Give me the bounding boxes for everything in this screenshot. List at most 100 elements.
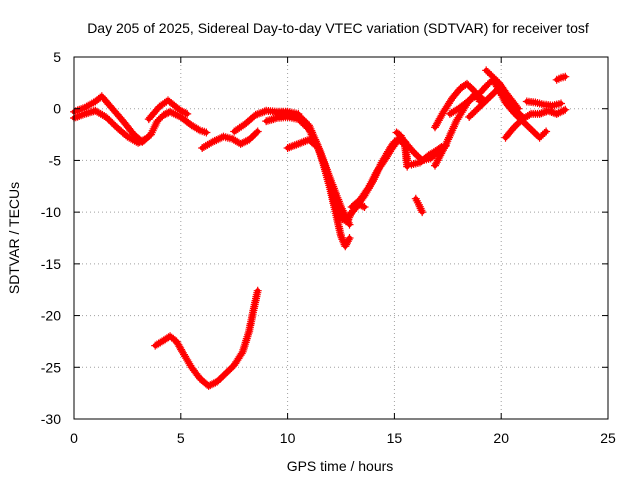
data-point (140, 135, 149, 144)
data-point (416, 204, 425, 213)
data-point (216, 134, 224, 143)
data-point (87, 99, 96, 108)
data-point (334, 195, 343, 204)
data-point (435, 114, 444, 123)
data-point (183, 109, 192, 118)
data-point (323, 167, 332, 176)
series-track-3 (198, 127, 262, 152)
data-point (434, 116, 443, 125)
series-track-5 (272, 108, 354, 251)
data-point (327, 176, 335, 185)
data-point (442, 139, 451, 148)
data-point (344, 218, 353, 227)
data-point (166, 107, 175, 116)
data-point (71, 113, 80, 122)
data-point (344, 235, 353, 244)
data-point (171, 110, 180, 119)
data-point (297, 138, 306, 147)
data-point (514, 104, 523, 113)
data-point (307, 130, 316, 139)
data-point (210, 136, 219, 145)
data-point (308, 132, 317, 141)
data-point (208, 137, 217, 146)
data-point (365, 181, 374, 190)
data-point (443, 137, 452, 146)
data-point (525, 110, 534, 119)
data-point (253, 127, 262, 136)
data-point (322, 165, 331, 174)
x-tick-label: 10 (280, 430, 296, 446)
data-point (311, 137, 320, 146)
data-point (252, 128, 261, 137)
data-point (439, 146, 447, 155)
data-point (294, 139, 303, 148)
data-point (367, 177, 376, 186)
data-point (207, 138, 216, 147)
x-tick-label: 20 (493, 430, 509, 446)
x-tick-label: 0 (70, 430, 78, 446)
data-point (324, 169, 333, 178)
data-point (287, 142, 296, 151)
data-point (557, 107, 566, 116)
x-axis-label: GPS time / hours (287, 458, 394, 474)
data-point (448, 126, 457, 135)
data-point (366, 179, 375, 188)
y-tick-label: -15 (41, 256, 61, 272)
data-point (372, 168, 381, 177)
data-point (337, 203, 345, 211)
y-tick-label: -25 (41, 359, 61, 375)
data-point (451, 119, 460, 127)
data-point (337, 204, 346, 213)
data-point (449, 124, 458, 133)
data-point (299, 137, 308, 146)
data-point (435, 153, 444, 161)
data-point (194, 125, 203, 134)
data-point (296, 139, 305, 148)
data-point (418, 208, 427, 217)
data-point (253, 110, 262, 119)
data-point (77, 111, 86, 120)
data-point (437, 111, 446, 120)
data-point (94, 108, 103, 117)
data-point (333, 193, 342, 202)
data-point (167, 108, 176, 117)
data-point (208, 380, 216, 389)
data-point (78, 110, 87, 119)
data-point (320, 159, 329, 168)
data-point (328, 180, 337, 189)
data-point (449, 122, 458, 131)
series-track-7 (262, 113, 354, 229)
data-point (537, 109, 546, 118)
data-point (330, 186, 339, 195)
data-point (417, 206, 426, 215)
series-track-10 (407, 143, 446, 169)
x-tick-label: 25 (600, 430, 616, 446)
data-point (513, 103, 521, 112)
data-point (335, 199, 344, 208)
data-point (240, 138, 248, 147)
data-point (334, 197, 343, 206)
data-point (285, 143, 294, 152)
data-point (561, 105, 570, 114)
data-point (325, 173, 334, 182)
data-point (431, 161, 439, 170)
data-point (345, 220, 354, 229)
data-point (214, 135, 223, 144)
data-point (202, 128, 211, 137)
data-point (345, 234, 354, 242)
data-point (446, 129, 455, 138)
data-point (152, 340, 161, 349)
marks-layer (70, 66, 570, 390)
data-point (433, 118, 442, 127)
data-point (172, 337, 181, 346)
data-point (341, 242, 350, 251)
data-point (360, 203, 369, 211)
data-point (149, 124, 158, 133)
data-point (415, 202, 424, 211)
data-point (432, 158, 441, 167)
data-point (336, 201, 345, 210)
data-point (440, 142, 449, 151)
data-point (130, 136, 139, 145)
